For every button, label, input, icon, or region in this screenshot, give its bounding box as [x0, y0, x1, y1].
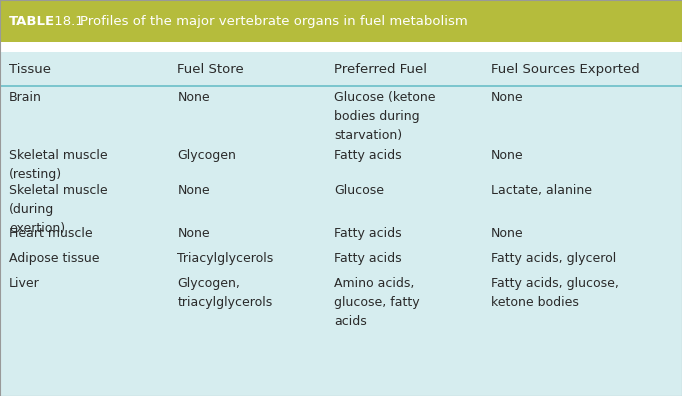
Text: Adipose tissue: Adipose tissue: [9, 252, 100, 265]
Text: glucose, fatty: glucose, fatty: [334, 296, 420, 309]
Text: Glucose: Glucose: [334, 184, 384, 197]
Text: starvation): starvation): [334, 129, 402, 142]
Text: Skeletal muscle: Skeletal muscle: [9, 184, 108, 197]
Text: Preferred Fuel: Preferred Fuel: [334, 63, 427, 76]
Text: None: None: [177, 184, 210, 197]
Text: None: None: [491, 149, 524, 162]
Text: Fuel Sources Exported: Fuel Sources Exported: [491, 63, 640, 76]
Text: Fatty acids, glucose,: Fatty acids, glucose,: [491, 277, 619, 290]
Text: Fatty acids: Fatty acids: [334, 227, 402, 240]
Text: Tissue: Tissue: [9, 63, 51, 76]
Text: bodies during: bodies during: [334, 110, 420, 123]
Bar: [0, 42, 682, 52]
Text: Liver: Liver: [9, 277, 40, 290]
Text: Fatty acids, glycerol: Fatty acids, glycerol: [491, 252, 617, 265]
Text: (during: (during: [9, 203, 54, 216]
Text: ketone bodies: ketone bodies: [491, 296, 579, 309]
Text: None: None: [177, 227, 210, 240]
Text: acids: acids: [334, 315, 367, 328]
Text: Fuel Store: Fuel Store: [177, 63, 244, 76]
Text: None: None: [177, 91, 210, 104]
Text: Heart muscle: Heart muscle: [9, 227, 93, 240]
Text: 18.1: 18.1: [50, 15, 84, 28]
Text: Lactate, alanine: Lactate, alanine: [491, 184, 592, 197]
Bar: [0, 52, 682, 396]
Text: Fatty acids: Fatty acids: [334, 252, 402, 265]
Text: Brain: Brain: [9, 91, 42, 104]
Text: Skeletal muscle: Skeletal muscle: [9, 149, 108, 162]
Text: None: None: [491, 91, 524, 104]
Text: Glycogen,: Glycogen,: [177, 277, 240, 290]
Text: Glucose (ketone: Glucose (ketone: [334, 91, 436, 104]
Text: exertion): exertion): [9, 222, 65, 235]
Text: TABLE: TABLE: [9, 15, 55, 28]
Text: (resting): (resting): [9, 168, 62, 181]
Text: triacylglycerols: triacylglycerols: [177, 296, 273, 309]
Text: Profiles of the major vertebrate organs in fuel metabolism: Profiles of the major vertebrate organs …: [80, 15, 469, 28]
Text: Glycogen: Glycogen: [177, 149, 236, 162]
Text: None: None: [491, 227, 524, 240]
Bar: [0, 0, 682, 42]
Text: Triacylglycerols: Triacylglycerols: [177, 252, 273, 265]
Text: Fatty acids: Fatty acids: [334, 149, 402, 162]
Text: Amino acids,: Amino acids,: [334, 277, 415, 290]
